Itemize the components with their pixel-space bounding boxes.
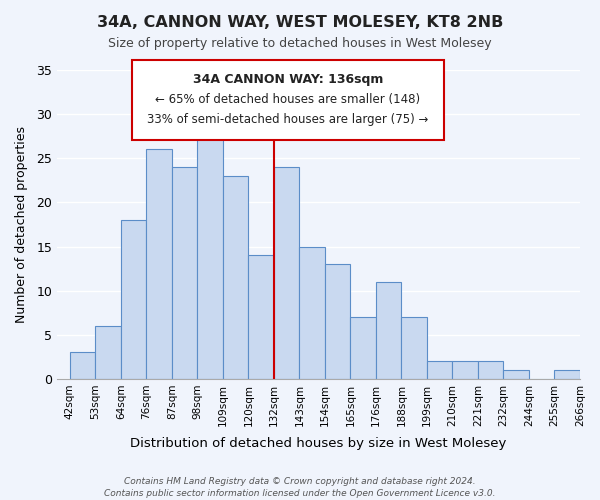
Bar <box>197 123 223 379</box>
Text: Contains public sector information licensed under the Open Government Licence v3: Contains public sector information licen… <box>104 489 496 498</box>
Bar <box>146 150 172 379</box>
Bar <box>350 317 376 379</box>
Bar <box>70 352 95 379</box>
Bar <box>325 264 350 379</box>
Text: Size of property relative to detached houses in West Molesey: Size of property relative to detached ho… <box>108 38 492 51</box>
Text: Contains HM Land Registry data © Crown copyright and database right 2024.: Contains HM Land Registry data © Crown c… <box>124 478 476 486</box>
Text: 34A, CANNON WAY, WEST MOLESEY, KT8 2NB: 34A, CANNON WAY, WEST MOLESEY, KT8 2NB <box>97 15 503 30</box>
X-axis label: Distribution of detached houses by size in West Molesey: Distribution of detached houses by size … <box>130 437 507 450</box>
Bar <box>401 317 427 379</box>
Bar <box>427 362 452 379</box>
Bar <box>503 370 529 379</box>
Text: 34A CANNON WAY: 136sqm: 34A CANNON WAY: 136sqm <box>193 72 383 86</box>
Bar <box>554 370 580 379</box>
Bar <box>248 256 274 379</box>
Bar <box>172 167 197 379</box>
Text: 33% of semi-detached houses are larger (75) →: 33% of semi-detached houses are larger (… <box>148 112 428 126</box>
Bar <box>223 176 248 379</box>
Bar <box>452 362 478 379</box>
Bar <box>299 246 325 379</box>
Text: ← 65% of detached houses are smaller (148): ← 65% of detached houses are smaller (14… <box>155 92 421 106</box>
Bar <box>478 362 503 379</box>
Bar <box>95 326 121 379</box>
Bar <box>376 282 401 379</box>
Bar <box>121 220 146 379</box>
Y-axis label: Number of detached properties: Number of detached properties <box>15 126 28 323</box>
Bar <box>274 167 299 379</box>
